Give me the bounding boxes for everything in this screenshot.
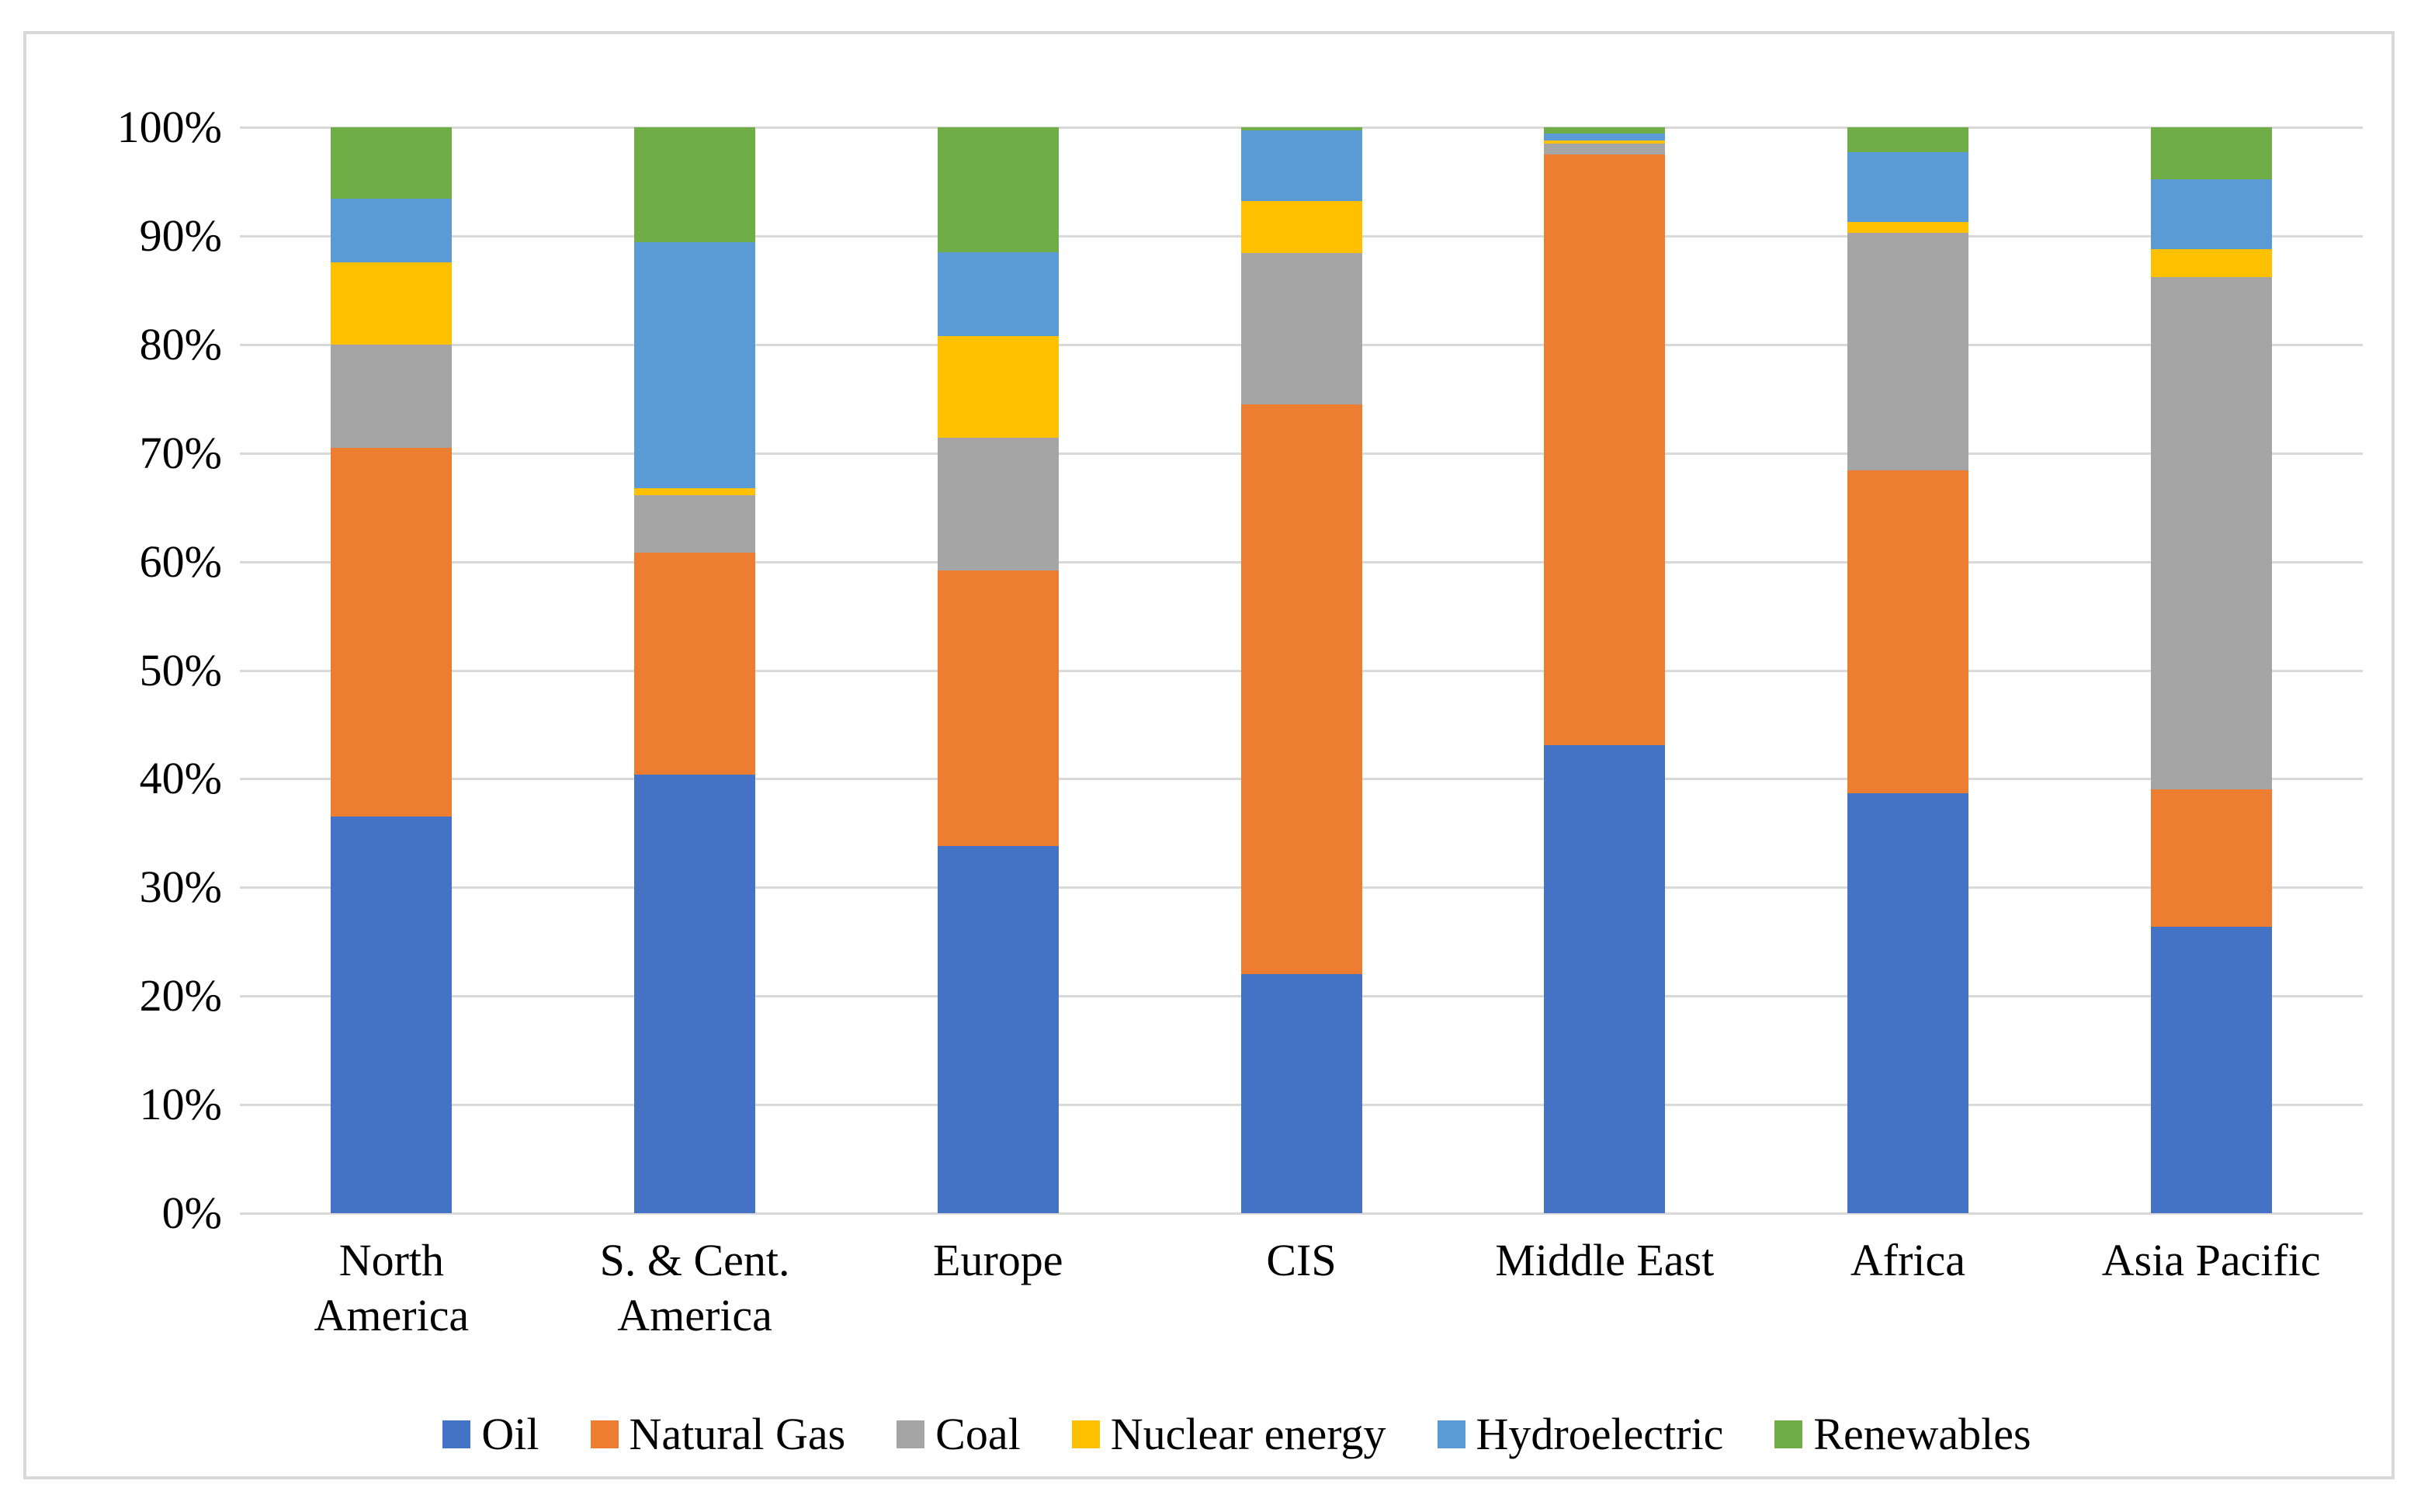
y-gridline-0 xyxy=(240,1212,2363,1215)
x-axis-category-labels: North America S. & Cent. America Europe CIS… xyxy=(240,1233,2363,1344)
stacked-bar-asia-pacific xyxy=(2150,127,2272,1213)
bar-segment-hydroelectric xyxy=(2150,179,2272,249)
bar-segment-oil xyxy=(331,817,453,1213)
legend-item-oil: Oil xyxy=(442,1412,539,1457)
bar-slot-s-cent-america xyxy=(543,127,847,1213)
legend-label-natural-gas: Natural Gas xyxy=(629,1409,846,1459)
y-tick-label-10: 10% xyxy=(139,1079,222,1130)
bar-segment-oil xyxy=(1544,745,1666,1213)
bar-segment-hydroelectric xyxy=(1847,152,1968,222)
x-category-label-africa: Africa xyxy=(1850,1235,1966,1285)
bar-segment-natural-gas xyxy=(937,570,1059,847)
legend-item-natural-gas: Natural Gas xyxy=(590,1409,846,1459)
x-category-label-europe: Europe xyxy=(933,1235,1063,1285)
bar-slot-africa xyxy=(1757,127,2060,1213)
legend-marker-icon-natural-gas xyxy=(590,1420,619,1448)
stacked-bar-middle-east xyxy=(1544,127,1666,1213)
bar-segment-nuclear-energy xyxy=(1240,201,1362,254)
y-tick-label-30: 30% xyxy=(139,862,222,913)
y-tick-label-80: 80% xyxy=(139,318,222,369)
bar-segment-nuclear-energy xyxy=(331,262,453,345)
bar-segment-renewables xyxy=(1240,127,1362,131)
chart-frame: 0% 10% 20% 30% 40% 50% 60% 70% 80% 90% 100% North … xyxy=(23,31,2395,1479)
bar-segment-natural-gas xyxy=(1847,470,1968,793)
bar-segment-coal xyxy=(1544,144,1666,154)
bar-segment-nuclear-energy xyxy=(634,487,756,496)
bar-segment-natural-gas xyxy=(634,553,756,775)
bar-segment-coal xyxy=(331,344,453,448)
bar-segment-nuclear-energy xyxy=(1847,221,1968,233)
legend-marker-icon-nuclear-energy xyxy=(1071,1420,1100,1448)
x-category-label-middle-east: Middle East xyxy=(1495,1235,1715,1285)
legend-marker-icon-hydroelectric xyxy=(1437,1420,1465,1448)
bar-segment-coal xyxy=(1240,253,1362,404)
legend-label-renewables: Renewables xyxy=(1813,1409,2031,1459)
bar-segment-renewables xyxy=(634,127,756,243)
bar-segment-hydroelectric xyxy=(634,242,756,488)
bar-segment-oil xyxy=(1847,792,1968,1213)
legend-marker-icon-coal xyxy=(897,1420,925,1448)
plot-area xyxy=(240,127,2363,1213)
bar-segment-hydroelectric xyxy=(1544,134,1666,140)
y-tick-label-40: 40% xyxy=(139,753,222,804)
bar-slot-europe xyxy=(846,127,1150,1213)
bar-segment-oil xyxy=(2150,926,2272,1213)
bar-segment-nuclear-energy xyxy=(937,335,1059,439)
legend-marker-icon-renewables xyxy=(1774,1420,1803,1448)
y-tick-label-70: 70% xyxy=(139,427,222,478)
bar-segment-oil xyxy=(634,774,756,1213)
legend-item-coal: Coal xyxy=(897,1412,1021,1457)
bar-segment-renewables xyxy=(1544,127,1666,134)
bar-segment-oil xyxy=(1240,974,1362,1213)
legend-label-coal: Coal xyxy=(935,1409,1021,1459)
bar-segment-natural-gas xyxy=(331,447,453,817)
bar-segment-hydroelectric xyxy=(1240,130,1362,202)
x-category-label-cis: CIS xyxy=(1266,1235,1337,1285)
legend-item-nuclear-energy: Nuclear energy xyxy=(1071,1409,1386,1459)
y-tick-label-50: 50% xyxy=(139,644,222,695)
bar-segment-nuclear-energy xyxy=(2150,248,2272,278)
stacked-bar-s-cent-america xyxy=(634,127,756,1213)
legend-label-oil: Oil xyxy=(481,1409,539,1459)
stacked-bar-europe xyxy=(937,127,1059,1213)
bar-segment-renewables xyxy=(2150,127,2272,180)
bar-segment-coal xyxy=(937,438,1059,570)
bar-segment-natural-gas xyxy=(1240,404,1362,975)
bar-slot-middle-east xyxy=(1453,127,1757,1213)
bar-segment-natural-gas xyxy=(2150,789,2272,927)
bar-segment-oil xyxy=(937,846,1059,1213)
y-tick-label-100: 100% xyxy=(116,102,222,152)
bar-slot-cis xyxy=(1150,127,1453,1213)
legend-marker-icon-oil xyxy=(442,1420,471,1448)
stacked-bar-cis xyxy=(1240,127,1362,1213)
bar-slot-north-america xyxy=(240,127,543,1213)
y-tick-label-90: 90% xyxy=(139,210,222,261)
bar-segment-coal xyxy=(634,495,756,553)
legend-item-renewables: Renewables xyxy=(1774,1412,2031,1457)
bar-slot-asia-pacific xyxy=(2059,127,2363,1213)
legend: Oil Natural Gas Coal Nuclear energy Hydroele… xyxy=(26,1412,2421,1457)
x-category-label-north-america: North America xyxy=(314,1235,470,1340)
y-tick-label-60: 60% xyxy=(139,536,222,587)
stacked-bar-africa xyxy=(1847,127,1968,1213)
bar-segment-renewables xyxy=(331,127,453,199)
legend-label-hydroelectric: Hydroelectric xyxy=(1476,1409,1724,1459)
legend-item-hydroelectric: Hydroelectric xyxy=(1437,1409,1724,1459)
bar-segment-renewables xyxy=(937,127,1059,252)
bar-segment-hydroelectric xyxy=(331,199,453,262)
bar-segment-natural-gas xyxy=(1544,154,1666,746)
bar-segment-coal xyxy=(2150,277,2272,790)
x-category-label-s-cent-america: S. & Cent. America xyxy=(599,1235,790,1340)
bar-segment-nuclear-energy xyxy=(1544,140,1666,144)
x-category-label-asia-pacific: Asia Pacific xyxy=(2101,1235,2321,1285)
y-tick-label-20: 20% xyxy=(139,970,222,1021)
bar-segment-renewables xyxy=(1847,127,1968,153)
stacked-bar-north-america xyxy=(331,127,453,1213)
legend-label-nuclear-energy: Nuclear energy xyxy=(1110,1409,1386,1459)
bar-segment-coal xyxy=(1847,232,1968,471)
bar-segment-hydroelectric xyxy=(937,251,1059,336)
y-tick-label-0: 0% xyxy=(161,1188,222,1238)
